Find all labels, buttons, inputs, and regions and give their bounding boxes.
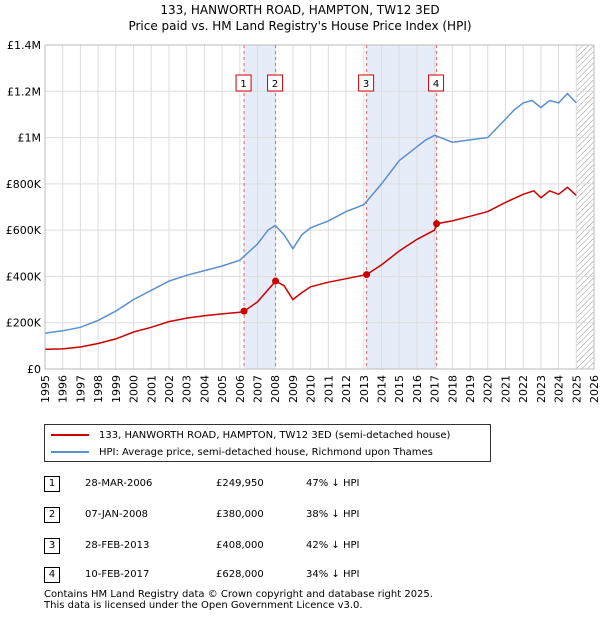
transaction-price: £380,000: [216, 509, 264, 520]
x-tick-label: 2018: [446, 375, 459, 403]
x-tick-label: 2017: [429, 375, 442, 403]
chart-title-line2: Price paid vs. HM Land Registry's House …: [128, 19, 472, 33]
y-tick-label: £800K: [6, 178, 42, 191]
footer-copyright: Contains HM Land Registry data © Crown c…: [44, 589, 433, 600]
transaction-number: 1: [44, 476, 60, 492]
plot-area: [45, 45, 594, 369]
x-tick-label: 2012: [340, 375, 353, 403]
x-tick-label: 2004: [198, 375, 211, 403]
y-tick-label: £600K: [6, 224, 42, 237]
legend-label-property: 133, HANWORTH ROAD, HAMPTON, TW12 3ED (s…: [99, 429, 451, 441]
y-tick-label: £400K: [6, 270, 42, 283]
x-tick-label: 2020: [482, 375, 495, 403]
chart-title-line1: 133, HANWORTH ROAD, HAMPTON, TW12 3ED: [160, 3, 440, 17]
sale-point: [272, 277, 280, 285]
x-tick-label: 2001: [145, 375, 158, 403]
x-tick-label: 2023: [535, 375, 548, 403]
x-tick-label: 1999: [110, 375, 123, 403]
x-tick-label: 2025: [570, 375, 583, 403]
y-tick-label: £0: [27, 363, 41, 376]
transaction-row: 4 10-FEB-2017 £628,000 34% ↓ HPI: [44, 567, 444, 585]
x-tick-label: 2000: [128, 375, 141, 403]
sale-point: [240, 307, 248, 315]
transaction-price: £628,000: [216, 569, 264, 580]
shaded-span: [366, 45, 437, 369]
sale-label-box: [267, 74, 284, 92]
property-price-line: [44, 186, 577, 351]
plot-border: [44, 44, 595, 370]
legend-item-hpi: HPI: Average price, semi-detached house,…: [51, 444, 433, 460]
footer-license: This data is licensed under the Open Gov…: [44, 600, 363, 611]
transaction-date: 28-MAR-2006: [85, 478, 153, 489]
hpi-line: [44, 92, 577, 334]
footer: Contains HM Land Registry data © Crown c…: [44, 589, 433, 611]
sale-label-box: [235, 74, 252, 92]
y-tick-label: £1.2M: [7, 85, 41, 98]
x-tick-label: 2002: [163, 375, 176, 403]
x-tick-label: 1996: [57, 375, 70, 403]
x-tick-label: 2011: [322, 375, 335, 403]
transaction-hpi: 34% ↓ HPI: [306, 569, 360, 580]
sale-label: 3: [363, 79, 369, 90]
transaction-price: £408,000: [216, 540, 264, 551]
legend-label-hpi: HPI: Average price, semi-detached house,…: [99, 446, 433, 458]
transaction-number: 2: [44, 507, 60, 523]
y-tick-label: £1.4M: [7, 39, 41, 52]
transaction-number: 4: [44, 567, 60, 583]
x-tick-label: 2019: [464, 375, 477, 403]
sale-label: 2: [272, 79, 278, 90]
x-tick-label: 1998: [92, 375, 105, 403]
x-tick-label: 2013: [358, 375, 371, 403]
transaction-date: 28-FEB-2013: [85, 540, 150, 551]
price-chart: 1 2 3 4 £0 £200K £400K £600K £800K £1M £1.2M £1.4M 1…: [6, 39, 600, 403]
x-tick-label: 2026: [588, 375, 600, 403]
legend: 133, HANWORTH ROAD, HAMPTON, TW12 3ED (s…: [44, 424, 491, 462]
forecast-hatch: [576, 45, 594, 369]
x-tick-label: 2015: [393, 375, 406, 403]
x-tick-label: 2008: [269, 375, 282, 403]
transaction-hpi: 47% ↓ HPI: [306, 478, 360, 489]
legend-swatch-hpi: [51, 451, 89, 453]
x-tick-label: 2007: [252, 375, 265, 403]
sale-label-box: [428, 74, 445, 92]
y-tick-label: £200K: [6, 317, 42, 330]
transaction-hpi: 42% ↓ HPI: [306, 540, 360, 551]
x-tick-label: 2003: [181, 375, 194, 403]
x-tick-label: 2024: [553, 375, 566, 403]
sale-label: 1: [240, 79, 246, 90]
sale-label: 4: [433, 79, 439, 90]
x-tick-label: 1995: [39, 375, 52, 403]
transaction-row: 2 07-JAN-2008 £380,000 38% ↓ HPI: [44, 507, 444, 525]
transaction-date: 10-FEB-2017: [85, 569, 150, 580]
sale-label-box: [358, 74, 375, 92]
x-tick-label: 2006: [234, 375, 247, 403]
x-tick-label: 2014: [375, 375, 388, 403]
transaction-row: 3 28-FEB-2013 £408,000 42% ↓ HPI: [44, 538, 444, 556]
transaction-number: 3: [44, 538, 60, 554]
shaded-span: [244, 45, 276, 369]
x-tick-label: 2005: [216, 375, 229, 403]
x-tick-label: 2016: [411, 375, 424, 403]
x-tick-label: 2010: [305, 375, 318, 403]
legend-swatch-property: [51, 434, 89, 436]
transaction-price: £249,950: [216, 478, 264, 489]
sale-point: [363, 271, 371, 279]
x-tick-label: 1997: [74, 375, 87, 403]
x-tick-label: 2009: [287, 375, 300, 403]
transaction-date: 07-JAN-2008: [85, 509, 149, 520]
x-tick-label: 2021: [499, 375, 512, 403]
transaction-row: 1 28-MAR-2006 £249,950 47% ↓ HPI: [44, 476, 444, 494]
y-tick-label: £1M: [18, 132, 42, 145]
legend-item-property: 133, HANWORTH ROAD, HAMPTON, TW12 3ED (s…: [51, 427, 450, 443]
sale-point: [433, 220, 441, 228]
transaction-hpi: 38% ↓ HPI: [306, 509, 360, 520]
x-tick-label: 2022: [517, 375, 530, 403]
